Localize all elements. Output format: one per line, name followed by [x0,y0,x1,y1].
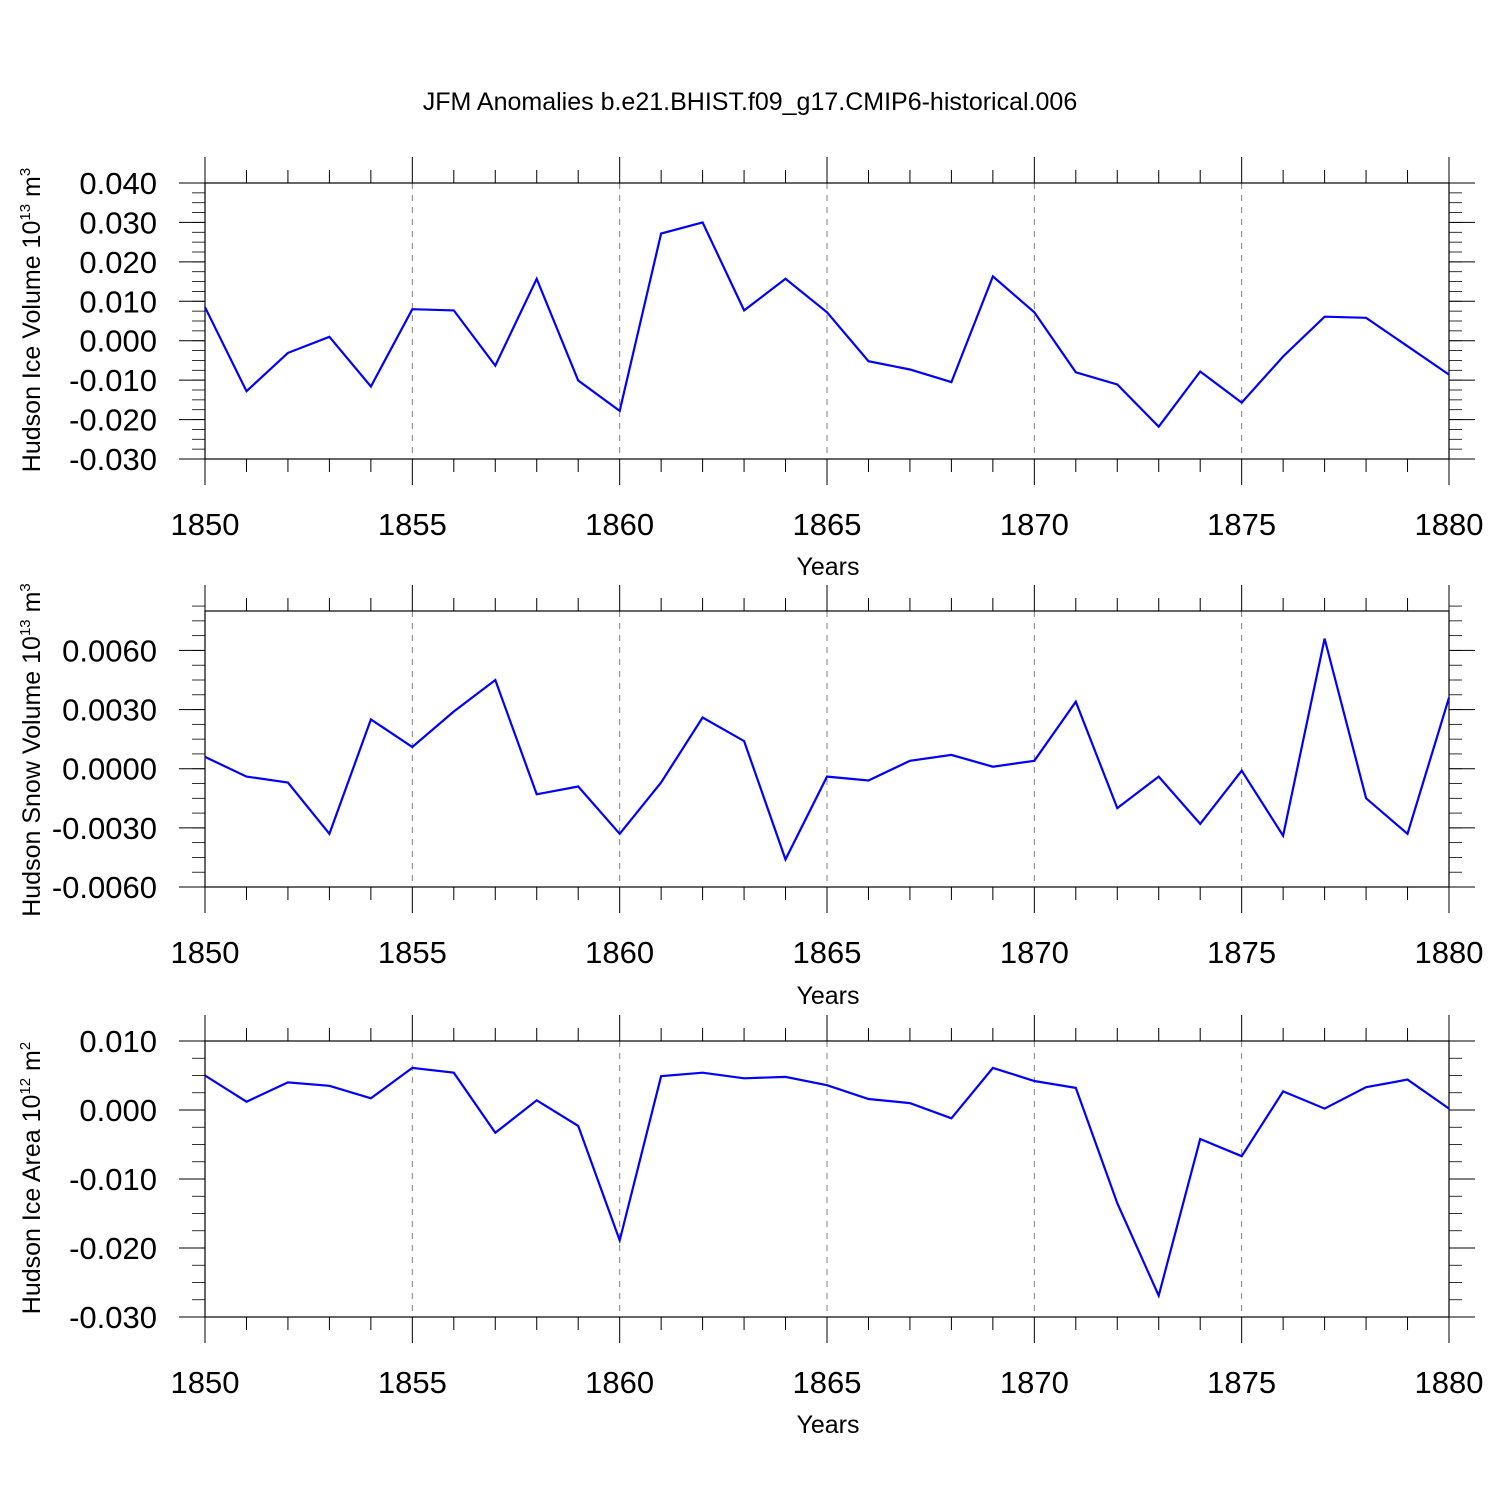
figure-title: JFM Anomalies b.e21.BHIST.f09_g17.CMIP6-… [423,88,1077,116]
ice-area-ylabel: Hudson Ice Area 1012 m2 [17,1042,46,1314]
ice-volume-series-line [204,221,1450,429]
ice-area-ytick-label: -0.020 [69,1231,157,1266]
ice-area-ytick-label: -0.010 [69,1162,157,1197]
ice-volume-ytick-label: -0.010 [69,363,157,398]
ice-volume-xtick-label: 1855 [378,507,447,542]
ice-volume-xtick-label: 1880 [1415,507,1484,542]
ice-volume-xtick-label: 1870 [1000,507,1069,542]
snow-volume-xtick-label: 1865 [793,935,862,970]
ice-area-xtick-label: 1870 [1000,1365,1069,1400]
snow-volume-xlabel: Years [796,982,859,1010]
ice-volume-ytick-label: 0.030 [79,205,157,240]
ice-volume-ytick-label: -0.030 [69,442,157,477]
ice-area-xtick-label: 1875 [1207,1365,1276,1400]
ice-volume-ytick-label: 0.000 [79,324,157,359]
ice-area-xtick-label: 1855 [378,1365,447,1400]
ice-area-ytick-label: 0.010 [79,1024,157,1059]
ice-area-xlabel: Years [796,1411,859,1439]
snow-volume-xtick-label: 1870 [1000,935,1069,970]
ice-area-panel: Hudson Ice Area 1012 m2 Years 1850 1855 18… [17,1015,1483,1439]
ice-area-ytick-label: -0.030 [69,1300,157,1335]
snow-volume-xtick-label: 1875 [1207,935,1276,970]
ice-volume-panel: Hudson Ice Volume 1013 m3 Years 1850 1855… [17,157,1483,581]
ice-volume-xtick-label: 1865 [793,507,862,542]
ice-volume-xtick-label: 1850 [171,507,240,542]
ice-area-ytick-label: 0.000 [79,1093,157,1128]
snow-volume-ylabel: Hudson Snow Volume 1013 m3 [17,583,46,917]
snow-volume-ytick-label: 0.0000 [62,752,157,787]
snow-volume-ytick-label: 0.0030 [62,693,157,728]
ice-area-xtick-label: 1865 [793,1365,862,1400]
snow-volume-xtick-label: 1850 [171,935,240,970]
snow-volume-xtick-label: 1855 [378,935,447,970]
snow-volume-xtick-label: 1880 [1415,935,1484,970]
ice-area-xtick-label: 1850 [171,1365,240,1400]
snow-volume-panel: Hudson Snow Volume 1013 m3 Years 1850 185… [17,583,1483,1010]
ice-volume-xtick-label: 1875 [1207,507,1276,542]
ice-volume-ytick-label: 0.040 [79,166,157,201]
ice-volume-xlabel: Years [796,553,859,581]
ice-volume-ytick-label: -0.020 [69,403,157,438]
ice-volume-xtick-label: 1860 [585,507,654,542]
snow-volume-ytick-label: -0.0030 [52,811,157,846]
snow-volume-ytick-label: 0.0060 [62,633,157,668]
ice-area-xtick-label: 1880 [1415,1365,1484,1400]
snow-volume-ytick-label: -0.0060 [52,870,157,905]
ice-area-xtick-label: 1860 [585,1365,654,1400]
snow-volume-xtick-label: 1860 [585,935,654,970]
ice-volume-ytick-label: 0.010 [79,284,157,319]
ice-volume-ytick-label: 0.020 [79,245,157,280]
ice-volume-ylabel: Hudson Ice Volume 1013 m3 [17,168,46,472]
